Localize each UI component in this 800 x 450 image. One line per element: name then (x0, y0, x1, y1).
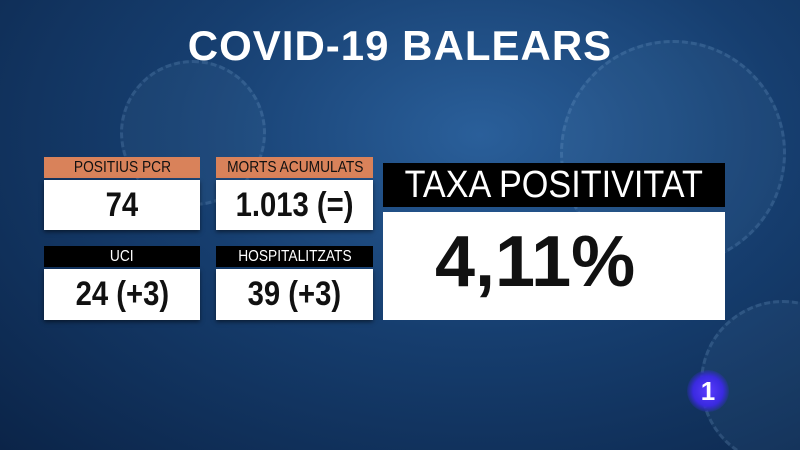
morts-acumulats-box: 1.013 (=) (216, 180, 373, 230)
hospitalitzats-box: 39 (+3) (216, 269, 373, 320)
uci-label-bar: UCI (44, 246, 200, 267)
hospitalitzats-label-bar: HOSPITALITZATS (216, 246, 373, 267)
morts-acumulats-value: 1.013 (=) (235, 186, 354, 224)
positius-pcr-value: 74 (105, 186, 139, 224)
taxa-positivitat-label: TAXA POSITIVITAT (404, 164, 704, 206)
positius-pcr-label-bar: POSITIUS PCR (44, 157, 200, 178)
positius-pcr-label: POSITIUS PCR (73, 159, 171, 176)
tve1-logo: 1 (687, 370, 729, 412)
uci-box: 24 (+3) (44, 269, 200, 320)
morts-acumulats-label: MORTS ACUMULATS (227, 159, 364, 176)
taxa-positivitat-box (383, 212, 725, 320)
page-title: COVID-19 BALEARS (187, 22, 613, 69)
taxa-positivitat-value: 4,11% (435, 222, 636, 302)
morts-acumulats-label-bar: MORTS ACUMULATS (216, 157, 373, 178)
positius-pcr-box: 74 (44, 180, 200, 230)
taxa-positivitat-label-bar: TAXA POSITIVITAT (383, 163, 725, 207)
uci-value: 24 (+3) (75, 275, 169, 313)
uci-label: UCI (110, 248, 134, 265)
hospitalitzats-label: HOSPITALITZATS (237, 248, 352, 265)
hospitalitzats-value: 39 (+3) (247, 275, 342, 313)
